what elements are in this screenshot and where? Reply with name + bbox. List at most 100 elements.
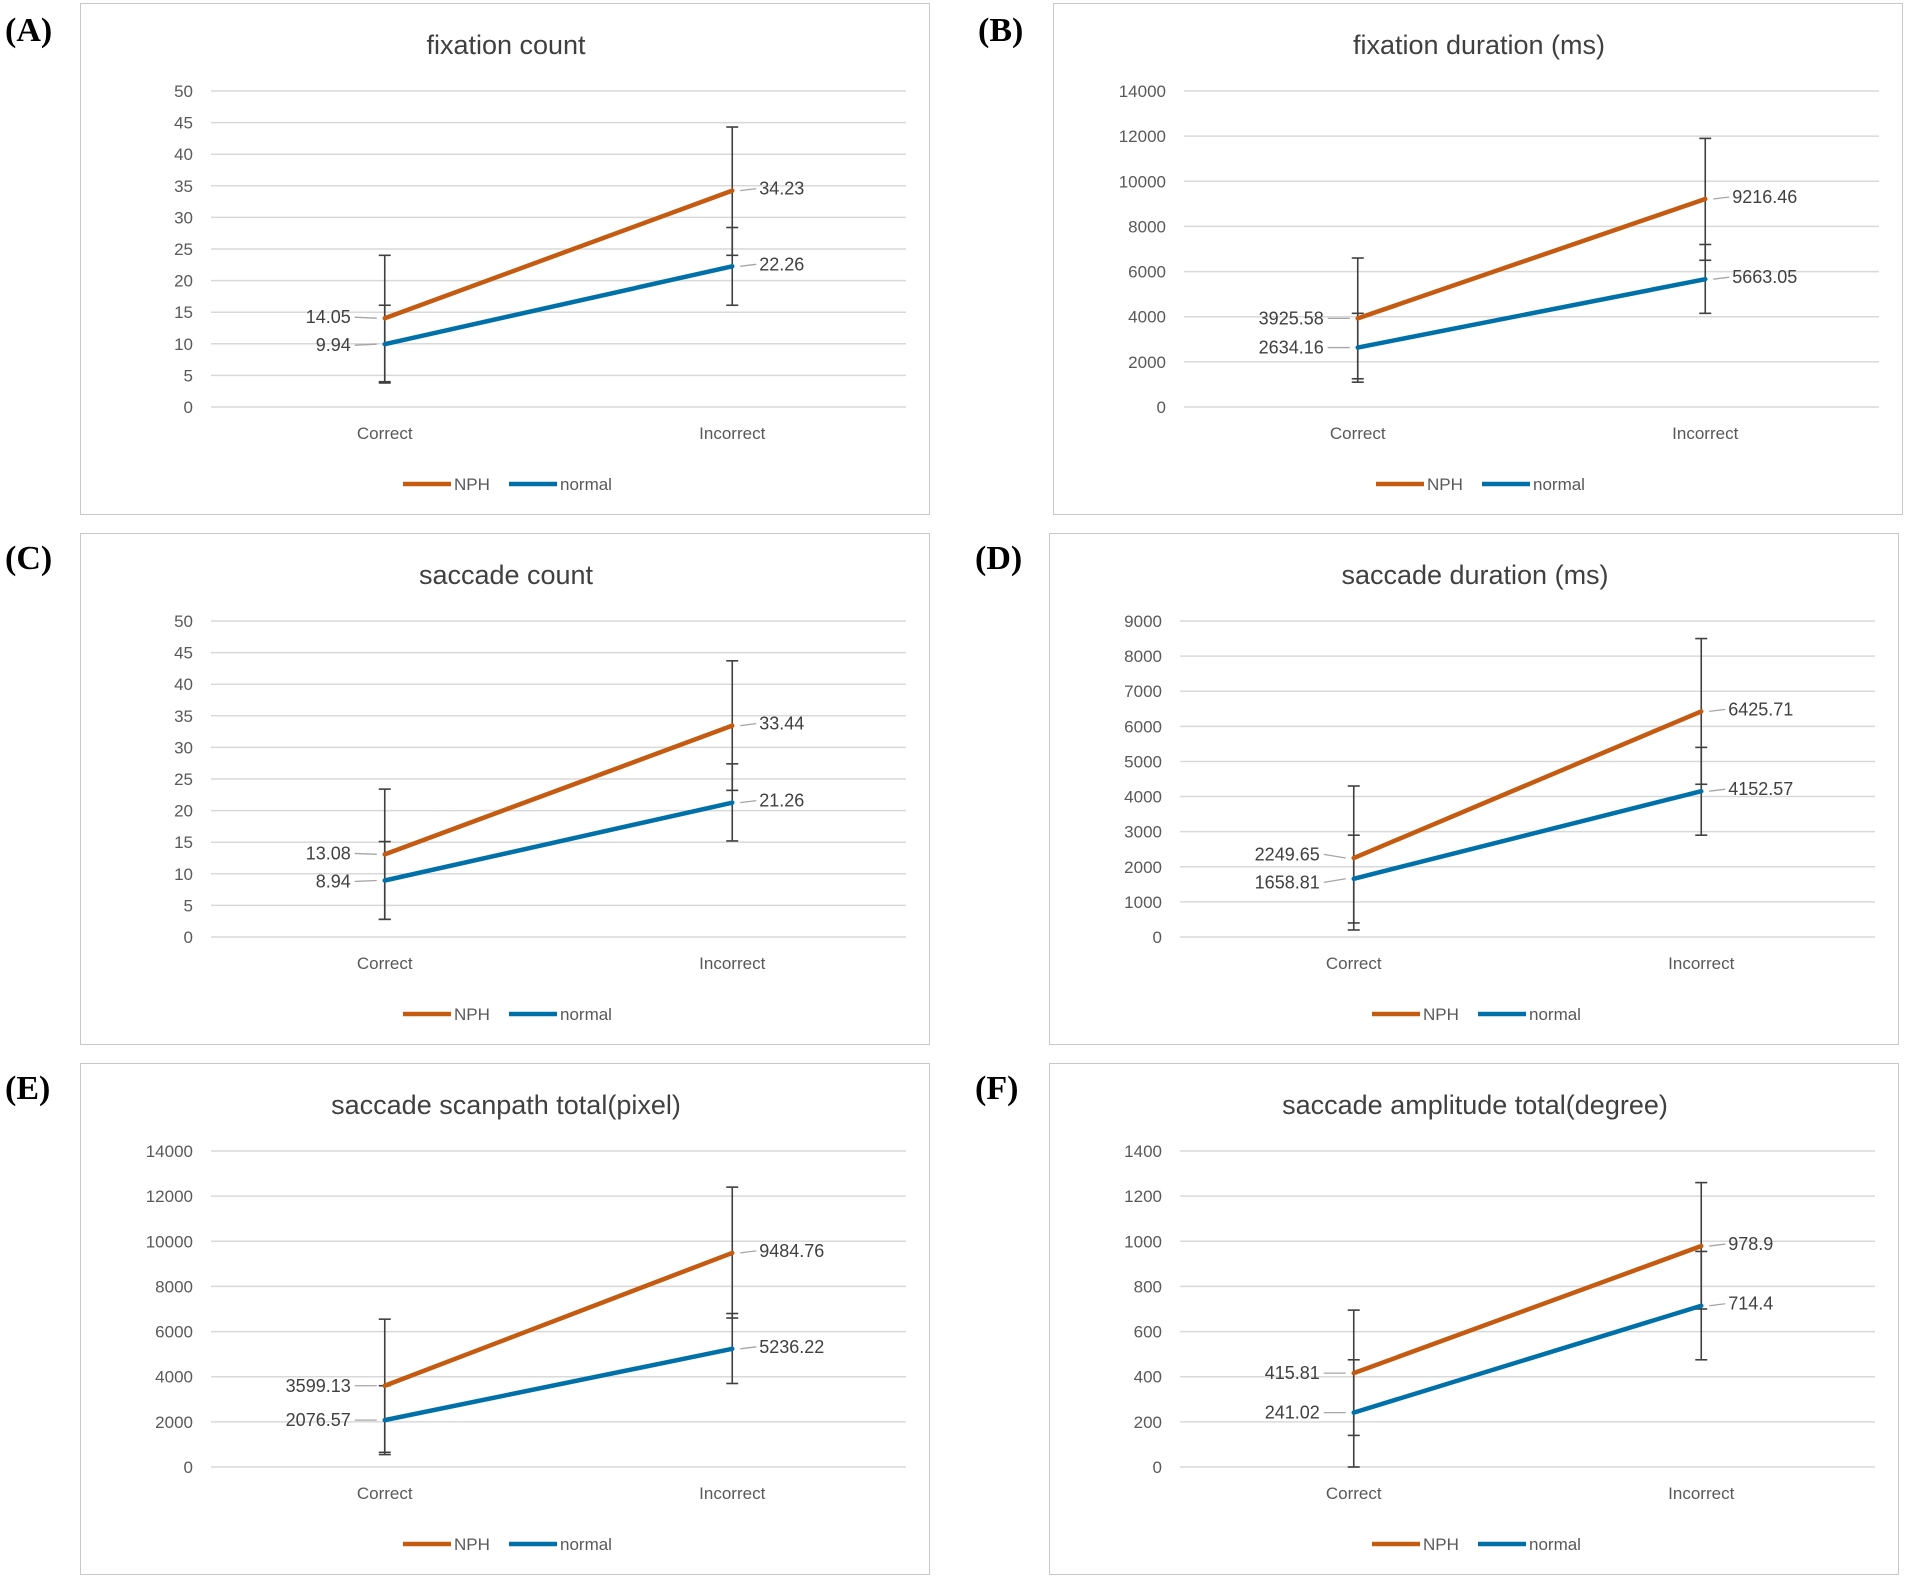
y-tick-label: 600 [1134,1323,1162,1342]
chart-panel-b: fixation duration (ms) 0 2000 4000 6000 8000 1… [1053,3,1903,515]
y-tick-label: 0 [184,398,193,417]
legend-label-nph: NPH [1427,475,1463,494]
chart-title: fixation count [426,30,586,60]
data-label-leader [1323,878,1346,884]
panel-label-d: (D) [975,540,1023,577]
data-label: 1658.81 [1255,872,1320,892]
y-tick-label: 8000 [1128,217,1166,236]
data-label: 33.44 [759,714,804,734]
data-label-leader [740,1250,757,1254]
legend-label-nph: NPH [1423,1005,1459,1024]
series-line-nph [1355,196,1708,321]
data-label-leader [740,723,757,727]
series-line-normal [382,1346,735,1423]
data-label: 3925.58 [1259,308,1324,328]
data-label: 241.02 [1265,1403,1320,1423]
y-tick-label: 2000 [1124,858,1162,877]
legend-label-nph: NPH [1423,1535,1459,1554]
x-tick-label: Incorrect [1672,424,1738,443]
series-line-normal [382,264,735,347]
y-tick-label: 6000 [1124,717,1162,736]
y-tick-label: 3000 [1124,823,1162,842]
y-tick-label: 10 [174,865,193,884]
y-tick-label: 50 [174,612,193,631]
y-tick-label: 800 [1134,1277,1162,1296]
legend-label-nph: NPH [454,1535,490,1554]
y-tick-label: 1000 [1124,1232,1162,1251]
x-tick-label: Incorrect [699,1484,765,1503]
y-tick-label: 50 [174,82,193,101]
chart-title: saccade duration (ms) [1341,560,1608,590]
legend-label-nph: NPH [454,475,490,494]
chart-panel-a: fixation count 0 5 10 15 20 25 30 35 40 45 50 Correc… [80,3,930,515]
x-tick-label: Correct [357,954,413,973]
data-label-leader [1709,1243,1726,1247]
chart-title: saccade amplitude total(degree) [1282,1090,1668,1120]
data-label-leader [354,852,377,855]
series-line-normal [1351,1303,1704,1415]
data-label: 5663.05 [1732,267,1797,287]
data-label-leader [1713,276,1730,280]
y-tick-label: 8000 [1124,647,1162,666]
data-label: 978.9 [1728,1234,1773,1254]
y-tick-label: 10 [174,335,193,354]
series-line-nph [382,188,735,321]
x-tick-label: Incorrect [1668,1484,1734,1503]
y-tick-label: 10000 [146,1232,193,1251]
chart-panel-e: saccade scanpath total(pixel) 0 2000 4000 60… [80,1063,930,1575]
data-label: 13.08 [306,843,351,863]
data-label: 14.05 [306,307,351,327]
y-tick-label: 0 [1157,398,1166,417]
x-tick-label: Correct [1330,424,1386,443]
series-line-normal [382,800,735,883]
line-chart-saccade-scanpath: saccade scanpath total(pixel) 0 2000 4000 60… [146,1090,906,1554]
data-label: 34.23 [759,179,804,199]
line-chart-fixation-duration: fixation duration (ms) 0 2000 4000 6000 8000 1… [1119,30,1879,494]
data-label-leader [1323,853,1346,859]
y-tick-label: 6000 [155,1323,193,1342]
data-label: 22.26 [759,254,804,274]
legend-label-normal: normal [1529,1535,1581,1554]
data-label-leader [1709,788,1726,792]
data-label-leader [740,799,757,804]
chart-panel-d: saccade duration (ms) 0 1000 2000 3000 4000 50… [1049,533,1899,1045]
data-label: 4152.57 [1728,779,1793,799]
data-label-leader [1709,1303,1726,1307]
line-chart-saccade-count: saccade count 0 5 10 15 20 25 30 35 40 45 50 Correct… [174,560,906,1024]
y-tick-label: 15 [174,303,193,322]
y-tick-label: 4000 [1128,308,1166,327]
series-line-nph [382,1250,735,1389]
y-tick-label: 35 [174,707,193,726]
data-label: 2634.16 [1259,338,1324,358]
line-chart-fixation-count: fixation count 0 5 10 15 20 25 30 35 40 45 50 Correc… [174,30,906,494]
data-label: 9484.76 [759,1241,824,1261]
y-tick-label: 25 [174,770,193,789]
data-label-leader [1709,708,1726,713]
y-tick-label: 2000 [1128,353,1166,372]
y-tick-label: 5 [184,896,193,915]
data-label: 2249.65 [1255,844,1320,864]
panel-label-c: (C) [5,540,53,577]
data-label: 9216.46 [1732,187,1797,207]
chart-panel-f: saccade amplitude total(degree) 0 200 400 60… [1049,1063,1899,1575]
line-chart-saccade-duration: saccade duration (ms) 0 1000 2000 3000 4000 50… [1124,560,1875,1024]
x-tick-label: Correct [1326,954,1382,973]
data-label: 2076.57 [286,1410,351,1430]
series-line-normal [1355,276,1708,350]
y-tick-label: 15 [174,833,193,852]
y-tick-label: 45 [174,114,193,133]
data-label-leader [740,188,757,192]
data-label: 9.94 [316,335,351,355]
data-label-leader [354,879,377,883]
y-tick-label: 35 [174,177,193,196]
y-tick-label: 14000 [1119,82,1166,101]
data-label-leader [740,263,757,267]
panel-label-a: (A) [5,12,53,49]
data-label-leader [354,343,377,346]
data-label: 8.94 [316,871,351,891]
x-tick-label: Correct [1326,1484,1382,1503]
data-label: 6425.71 [1728,699,1793,719]
y-tick-label: 0 [1153,928,1162,947]
legend-label-normal: normal [560,475,612,494]
y-tick-label: 20 [174,272,193,291]
